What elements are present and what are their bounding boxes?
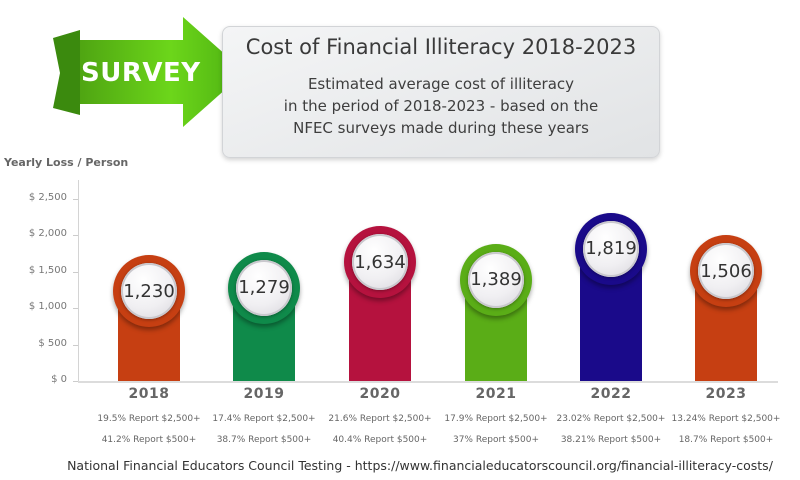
report-500-annotation: 40.4% Report $500+ xyxy=(332,435,428,445)
y-tick-label: $ 1,500 xyxy=(28,264,67,276)
subtitle-line: in the period of 2018-2023 - based on th… xyxy=(283,97,599,115)
chart-subtitle: Estimated average cost of illiteracy in … xyxy=(223,73,659,139)
y-tick-mark xyxy=(73,235,78,236)
y-tick-label: $ 2,500 xyxy=(28,192,67,203)
value-bubble: 1,819 xyxy=(575,212,647,285)
value-label: 1,634 xyxy=(352,234,408,291)
value-label: 1,279 xyxy=(236,259,292,316)
x-tick-label: 2022 xyxy=(590,386,632,402)
y-tick-label: $ 500 xyxy=(38,337,67,349)
report-500-annotation: 41.2% Report $500+ xyxy=(101,435,197,445)
value-label: 1,506 xyxy=(698,243,754,300)
report-500-annotation: 18.7% Report $500+ xyxy=(678,435,774,445)
y-tick-mark xyxy=(73,308,78,309)
report-500-annotation: 38.21% Report $500+ xyxy=(560,435,662,445)
value-label: 1,230 xyxy=(121,263,177,320)
x-tick-label: 2019 xyxy=(243,386,285,402)
report-2500-annotation: 17.4% Report $2,500+ xyxy=(212,414,316,424)
x-axis-line xyxy=(78,381,778,383)
x-tick-label: 2018 xyxy=(128,386,170,402)
report-2500-annotation: 17.9% Report $2,500+ xyxy=(444,414,548,424)
value-bubble: 1,634 xyxy=(344,226,416,299)
y-axis-label: Yearly Loss / Person xyxy=(4,156,129,169)
y-tick-label: $ 0 xyxy=(51,374,67,385)
subtitle-line: NFEC surveys made during these years xyxy=(293,119,589,137)
y-tick-label: $ 2,000 xyxy=(28,228,67,240)
survey-ribbon-arrow-icon xyxy=(53,17,245,127)
chart-title: Cost of Financial Illiteracy 2018-2023 xyxy=(245,35,637,59)
y-tick-mark xyxy=(73,199,78,200)
title-box: Cost of Financial Illiteracy 2018-2023 E… xyxy=(222,26,660,158)
y-tick-label: $ 1,000 xyxy=(28,301,67,313)
source-footer: National Financial Educators Council Tes… xyxy=(67,458,773,473)
y-tick-mark xyxy=(73,345,78,346)
report-2500-annotation: 23.02% Report $2,500+ xyxy=(556,414,666,424)
report-500-annotation: 37% Report $500+ xyxy=(452,435,539,445)
survey-label: SURVEY xyxy=(81,58,201,88)
value-bubble: 1,230 xyxy=(113,255,185,328)
x-tick-label: 2023 xyxy=(705,386,747,402)
y-tick-mark xyxy=(73,272,78,273)
value-bubble: 1,506 xyxy=(690,235,762,308)
value-label: 1,819 xyxy=(583,220,639,277)
subtitle-line: Estimated average cost of illiteracy xyxy=(307,75,575,93)
y-tick-mark xyxy=(73,381,78,382)
report-2500-annotation: 19.5% Report $2,500+ xyxy=(97,414,201,424)
report-500-annotation: 38.7% Report $500+ xyxy=(216,435,312,445)
x-tick-label: 2021 xyxy=(475,386,517,402)
value-bubble: 1,279 xyxy=(228,251,300,324)
value-bubble: 1,389 xyxy=(460,243,532,316)
x-tick-label: 2020 xyxy=(359,386,401,402)
y-axis-line xyxy=(78,180,79,382)
value-label: 1,389 xyxy=(468,251,524,308)
report-2500-annotation: 21.6% Report $2,500+ xyxy=(328,414,432,424)
report-2500-annotation: 13.24% Report $2,500+ xyxy=(671,414,781,424)
